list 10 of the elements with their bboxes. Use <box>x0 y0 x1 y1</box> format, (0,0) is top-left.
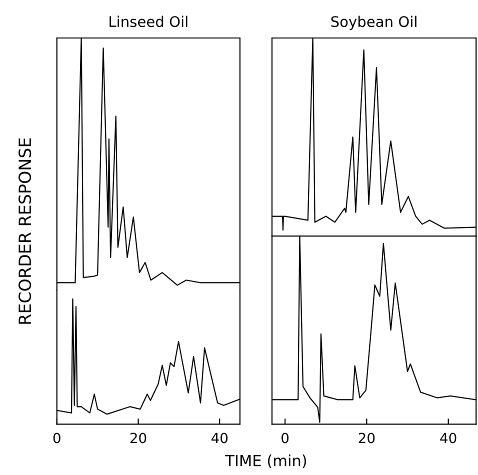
x-axis-title: TIME (min) <box>225 454 306 468</box>
y-axis-title: RECORDER RESPONSE <box>18 138 32 324</box>
x-tick-label: 20 <box>130 432 146 444</box>
x-tick-label: 40 <box>211 432 228 444</box>
x-tick-label: 0 <box>282 432 289 444</box>
x-tick-label: 40 <box>440 432 456 444</box>
x-tick-label: 0 <box>53 432 60 444</box>
chart-title: Soybean Oil <box>331 16 416 30</box>
x-tick-label: 20 <box>358 432 375 444</box>
chart-title: Linseed Oil <box>110 16 188 28</box>
